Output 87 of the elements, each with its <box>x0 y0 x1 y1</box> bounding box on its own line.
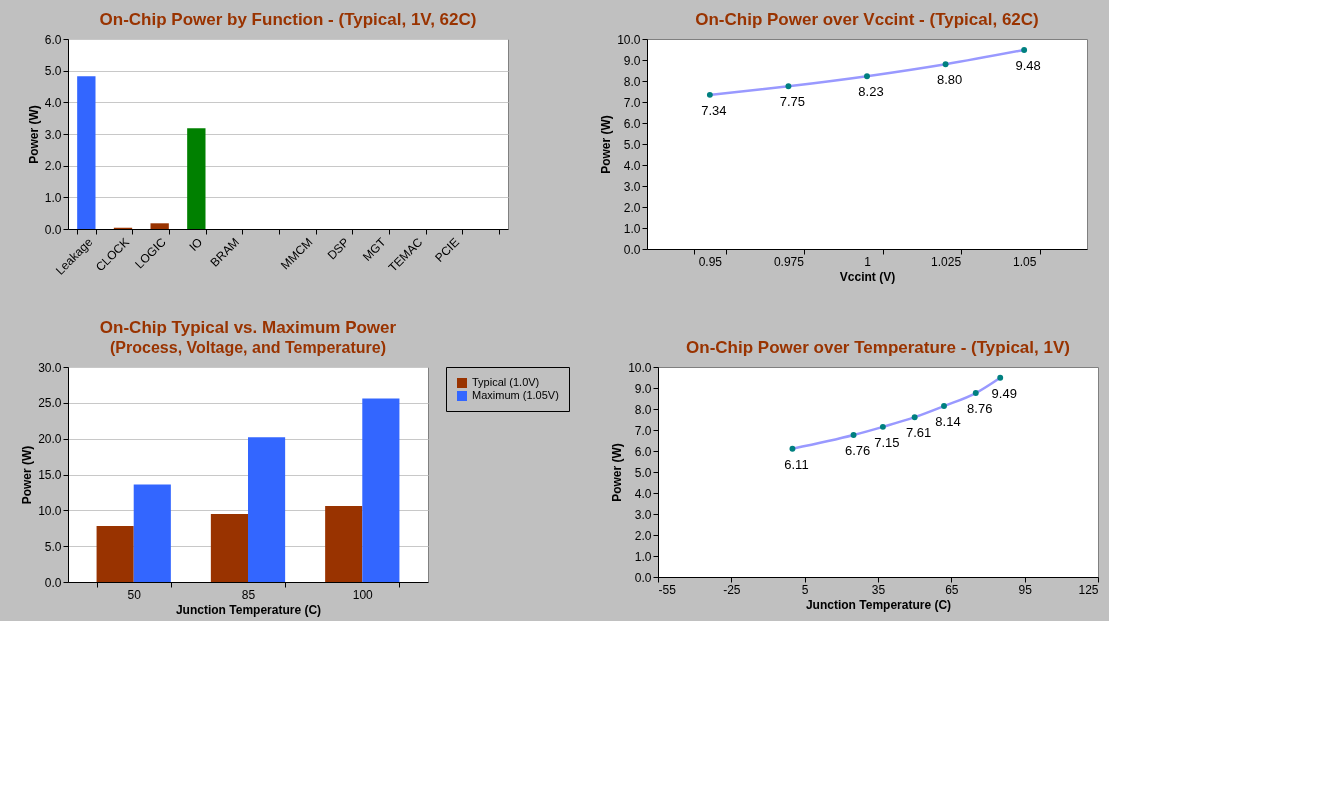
y-tick-label: 25.0 <box>38 396 62 411</box>
x-tick-label: 125 <box>1078 582 1099 597</box>
text: 7.75 <box>779 94 806 110</box>
bar <box>325 506 363 582</box>
y-tick-label: 0.0 <box>623 242 641 257</box>
y-tick-label: 4.0 <box>623 158 641 173</box>
x-tick-label: 1.025 <box>931 254 962 269</box>
legend-label: Maximum (1.05V) <box>472 389 559 401</box>
data-label: 7.15 <box>874 434 900 450</box>
text: 8.80 <box>936 72 963 88</box>
y-tick-label: 10.0 <box>38 503 62 518</box>
x-tick-label: 100 <box>352 587 374 602</box>
chart-title: On-Chip Power over Vccint - (Typical, 62C) <box>695 10 1039 29</box>
x-tick-label: -55 <box>658 582 677 597</box>
bar <box>248 437 286 582</box>
y-tick-label: 8.0 <box>634 402 652 417</box>
y-tick-label: 5.0 <box>44 539 62 554</box>
bar <box>96 526 134 582</box>
y-tick-label: 10.0 <box>628 360 652 375</box>
y-axis-title: Power (W) <box>599 115 614 174</box>
x-tick-label: 1.05 <box>1012 254 1037 269</box>
chart-title: On-Chip Typical vs. Maximum Power <box>99 318 397 337</box>
y-tick-label: 5.0 <box>623 137 641 152</box>
bar <box>77 76 96 229</box>
text: 7.34 <box>701 102 727 118</box>
x-tick-label: 0.95 <box>698 254 723 269</box>
y-tick-label: 2.0 <box>634 528 652 543</box>
y-tick-label: 0.0 <box>634 570 652 585</box>
y-tick-label: 0.0 <box>44 222 62 237</box>
y-tick-label: 9.0 <box>634 381 652 396</box>
y-tick-label: 2.0 <box>623 200 641 215</box>
bar <box>187 128 206 229</box>
y-tick-label: 4.0 <box>44 95 62 110</box>
data-label: 6.11 <box>784 456 809 472</box>
x-tick-label: 0.975 <box>773 254 805 269</box>
text: 8.23 <box>858 84 884 100</box>
y-tick-label: 1.0 <box>634 549 652 564</box>
chart-title: On-Chip Power by Function - (Typical, 1V, 62C) <box>99 10 477 29</box>
x-tick-label: 95 <box>1018 582 1033 597</box>
y-tick-label: 1.0 <box>623 221 641 236</box>
x-tick-label: 1 <box>864 254 872 269</box>
x-tick-label: 35 <box>871 582 886 597</box>
data-label: 7.61 <box>906 425 932 441</box>
x-tick-label: -25 <box>723 582 741 597</box>
y-tick-label: 5.0 <box>44 64 62 79</box>
y-tick-label: 7.0 <box>634 423 652 438</box>
data-label: 8.76 <box>967 401 993 417</box>
y-tick-label: 7.0 <box>623 95 641 110</box>
y-tick-label: 6.0 <box>44 32 62 47</box>
x-tick-label: 5 <box>801 582 809 597</box>
y-tick-label: 8.0 <box>623 74 641 89</box>
x-tick-label: 65 <box>945 582 959 597</box>
y-tick-label: 3.0 <box>634 507 652 522</box>
y-tick-label: 2.0 <box>44 159 62 174</box>
x-tick-label: IO <box>186 235 206 254</box>
y-tick-label: 1.0 <box>44 190 62 205</box>
y-axis-title: Power (W) <box>20 445 35 505</box>
y-axis-title: Power (W) <box>26 105 41 164</box>
data-label: 8.14 <box>935 414 961 430</box>
bar <box>210 513 248 582</box>
y-tick-label: 3.0 <box>623 179 641 194</box>
chart-title: On-Chip Power over Temperature - (Typical, 1V) <box>686 338 1070 357</box>
y-tick-label: 3.0 <box>44 127 62 142</box>
y-tick-label: 6.0 <box>634 444 652 459</box>
text: 9.48 <box>1015 57 1041 73</box>
y-tick-label: 4.0 <box>634 486 652 501</box>
bar <box>362 398 400 582</box>
y-axis-title: Power (W) <box>610 443 625 502</box>
x-axis-title: Vccint (V) <box>839 269 896 284</box>
x-tick-label: 85 <box>241 587 256 602</box>
x-axis-title: Junction Temperature (C) <box>805 597 952 612</box>
bar <box>150 223 169 229</box>
y-tick-label: 15.0 <box>38 468 62 482</box>
bar <box>133 484 171 582</box>
x-axis-title: Junction Temperature (C) <box>175 602 322 617</box>
y-tick-label: 20.0 <box>38 432 62 447</box>
y-tick-label: 10.0 <box>617 32 641 47</box>
x-tick-label: 50 <box>127 587 142 602</box>
y-tick-label: 0.0 <box>44 575 62 590</box>
data-label: 9.49 <box>991 385 1017 401</box>
legend-label: Typical (1.0V) <box>472 376 540 388</box>
y-tick-label: 6.0 <box>623 116 641 131</box>
y-tick-label: 5.0 <box>634 465 652 480</box>
data-label: 6.76 <box>844 443 871 459</box>
chart-subtitle: (Process, Voltage, and Temperature) <box>110 339 386 356</box>
y-tick-label: 9.0 <box>623 53 641 68</box>
y-tick-label: 30.0 <box>38 360 62 375</box>
